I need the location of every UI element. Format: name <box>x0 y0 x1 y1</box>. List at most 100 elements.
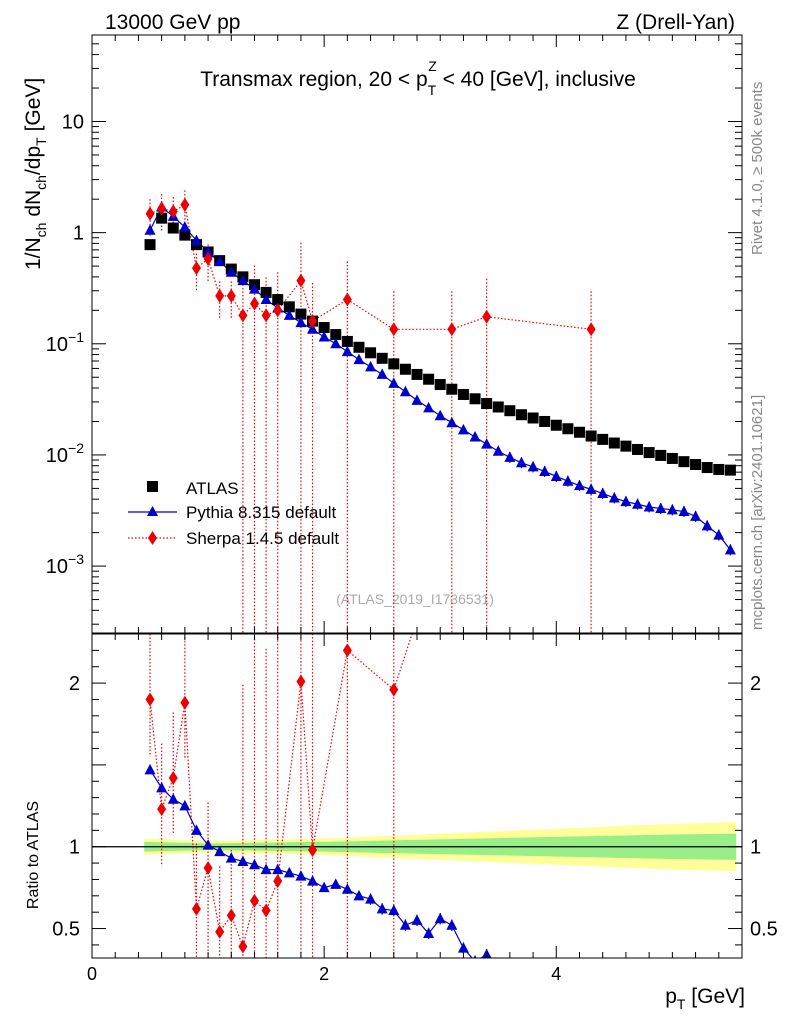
pythia-point <box>678 505 690 516</box>
pythia-point <box>237 274 249 286</box>
pythia-ratio-point <box>190 824 202 835</box>
pythia-point <box>562 475 574 486</box>
legend-marker-sherpa <box>148 531 157 545</box>
pythia-ratio-point <box>307 875 319 886</box>
pythia-ratio-line <box>149 769 490 958</box>
pythia-point <box>597 487 609 498</box>
mcplots-reference-text: mcplots.cern.ch [arXiv:2401.10621] <box>749 395 766 630</box>
pythia-ratio-point <box>295 870 307 881</box>
legend-marker-pythia <box>147 506 158 516</box>
sherpa-line <box>149 203 592 330</box>
sherpa-ratio-point <box>250 893 259 908</box>
atlas-point <box>457 388 469 400</box>
sherpa-point <box>342 292 352 307</box>
atlas-point <box>597 433 609 445</box>
main-y-axis-label: 1/Nch dNch/dpT [GeV] <box>22 78 49 270</box>
sherpa-point <box>482 309 492 324</box>
pythia-ratio-point <box>156 781 168 793</box>
pythia-ratio-point <box>144 763 156 775</box>
pythia-point <box>249 283 260 294</box>
atlas-point <box>620 440 632 452</box>
pythia-point <box>411 394 423 405</box>
pythia-point <box>388 377 400 388</box>
pythia-point <box>504 451 516 462</box>
sherpa-point <box>261 308 271 323</box>
atlas-point <box>550 419 562 431</box>
atlas-point <box>643 447 655 459</box>
atlas-point <box>585 430 597 442</box>
x-axis-label: pT [GeV] <box>665 985 745 1012</box>
pythia-ratio-point <box>388 904 400 916</box>
atlas-point <box>608 437 620 449</box>
atlas-point <box>423 373 435 385</box>
atlas-point <box>272 294 284 306</box>
sherpa-point <box>215 288 225 303</box>
ratio-y-tick-label-right: 2 <box>750 673 761 695</box>
pythia-ratio-point <box>493 963 504 974</box>
pythia-ratio-point <box>353 889 365 901</box>
pythia-point <box>179 221 191 232</box>
energy-label: 13000 GeV pp <box>105 11 240 34</box>
sherpa-ratio-point <box>226 908 236 923</box>
sherpa-point <box>168 204 178 219</box>
process-label: Z (Drell-Yan) <box>616 11 735 34</box>
pythia-point <box>724 543 736 555</box>
pythia-line <box>149 206 731 551</box>
sherpa-ratio-point <box>308 843 318 857</box>
atlas-point <box>527 412 539 424</box>
atlas-point <box>492 401 504 413</box>
pythia-point <box>620 495 632 507</box>
atlas-point <box>562 423 574 435</box>
atlas-point <box>724 464 736 476</box>
atlas-point <box>434 379 446 391</box>
sherpa-point <box>180 197 190 212</box>
sherpa-point <box>447 322 457 337</box>
sherpa-ratio-point <box>296 674 306 689</box>
atlas-point <box>481 398 493 410</box>
x-tick-label: 4 <box>551 964 561 984</box>
pythia-point <box>434 409 446 421</box>
atlas-point <box>388 358 400 370</box>
sherpa-ratio-point <box>203 861 213 875</box>
pythia-point <box>341 345 353 357</box>
atlas-point <box>678 456 690 468</box>
pythia-ratio-point <box>423 927 435 938</box>
pythia-point <box>202 245 214 257</box>
pythia-point <box>190 234 202 245</box>
atlas-point <box>469 393 481 405</box>
ratio-uncertainty-band <box>92 822 742 872</box>
atlas-point <box>701 462 713 474</box>
atlas-point <box>515 409 527 421</box>
rivet-version-text: Rivet 4.1.0, ≥ 500k events <box>749 82 766 255</box>
atlas-point <box>411 368 423 380</box>
legend-label-atlas: ATLAS <box>186 479 239 498</box>
sherpa-point <box>226 288 236 303</box>
sherpa-point <box>145 206 155 221</box>
pythia-ratio-point <box>318 881 330 893</box>
pythia-point <box>481 438 493 449</box>
sherpa-ratio-point <box>261 903 271 918</box>
sherpa-ratio-point <box>157 802 167 817</box>
pythia-ratio-point <box>399 919 411 930</box>
atlas-point <box>341 335 353 347</box>
x-tick-label: 2 <box>319 964 329 984</box>
plot-title: Transmax region, 20 < pTZ < 40 [GeV], in… <box>200 58 636 98</box>
pythia-ratio-point <box>214 845 226 857</box>
pythia-point <box>608 491 620 503</box>
pythia-point <box>283 309 295 320</box>
ratio-y-axis-label: Ratio to ATLAS <box>25 801 42 909</box>
pythia-ratio-point <box>167 793 179 804</box>
atlas-point <box>399 363 411 375</box>
atlas-point <box>353 341 365 353</box>
pythia-ratio-point <box>473 955 477 958</box>
pythia-point <box>690 510 702 521</box>
pythia-point <box>307 323 319 334</box>
pythia-point <box>643 501 655 512</box>
analysis-watermark: (ATLAS_2019_I1736531) <box>336 591 494 607</box>
pythia-ratio-point <box>376 902 388 914</box>
axes: 0 2 4 10 1 10−1 10−2 10−3 2 2 1 1 0.5 0.5 <box>46 34 778 984</box>
atlas-point <box>574 426 585 438</box>
sherpa-point <box>191 261 201 276</box>
pythia-point <box>539 465 551 476</box>
